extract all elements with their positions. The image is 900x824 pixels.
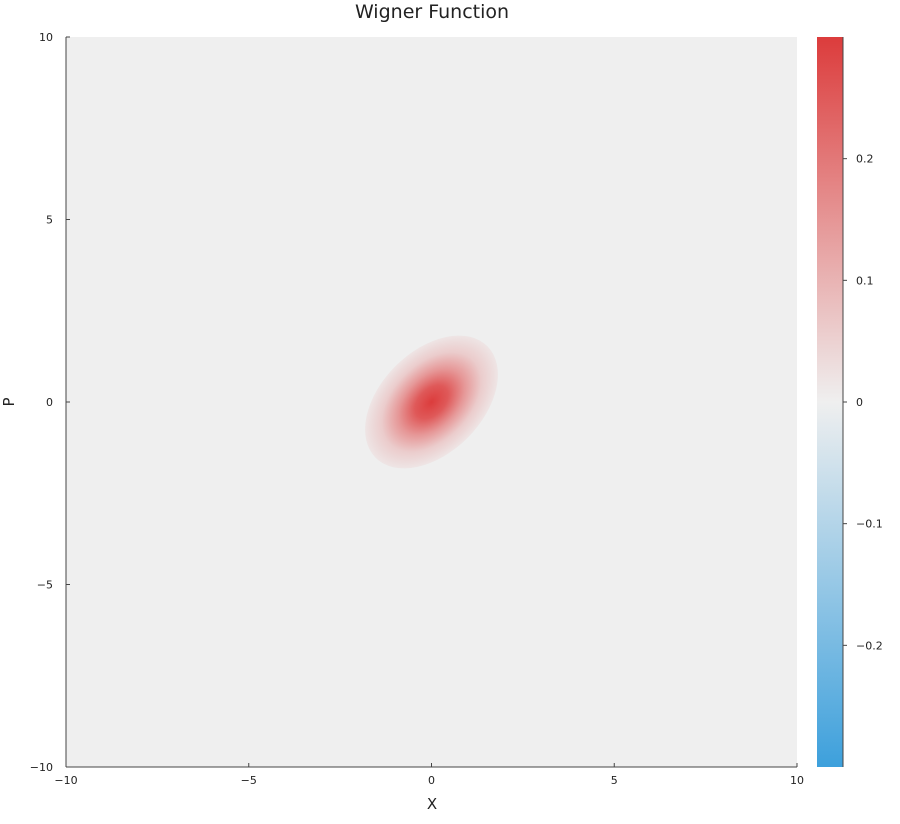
x-ticks: −10 −5 0 5 10 xyxy=(54,763,804,787)
x-tick-label: 0 xyxy=(428,774,435,787)
x-tick-label: 5 xyxy=(611,774,618,787)
y-ticks: −10 −5 0 5 10 xyxy=(30,31,70,774)
colorbar-tick-label: −0.1 xyxy=(856,518,883,531)
y-tick-label: 10 xyxy=(39,31,53,44)
y-tick-label: −10 xyxy=(30,761,53,774)
y-tick-label: 0 xyxy=(46,396,53,409)
colorbar-tick-label: −0.2 xyxy=(856,639,883,652)
plot-area xyxy=(65,37,797,768)
y-tick-label: −5 xyxy=(37,579,53,592)
x-tick-label: 10 xyxy=(790,774,804,787)
chart-title: Wigner Function xyxy=(355,1,509,23)
x-tick-label: −10 xyxy=(54,774,77,787)
colorbar-tick-label: 0.2 xyxy=(856,153,874,166)
y-axis-label: P xyxy=(0,397,18,406)
x-tick-label: −5 xyxy=(241,774,257,787)
colorbar: 0.2 0.1 0 −0.1 −0.2 xyxy=(817,37,883,767)
colorbar-gradient xyxy=(817,37,843,767)
x-axis-label: X xyxy=(427,795,437,813)
y-tick-label: 5 xyxy=(46,214,53,227)
colorbar-tick-label: 0 xyxy=(856,396,863,409)
wigner-peak-blob xyxy=(365,335,498,469)
colorbar-ticks: 0.2 0.1 0 −0.1 −0.2 xyxy=(842,37,883,767)
colorbar-tick-label: 0.1 xyxy=(856,274,874,287)
